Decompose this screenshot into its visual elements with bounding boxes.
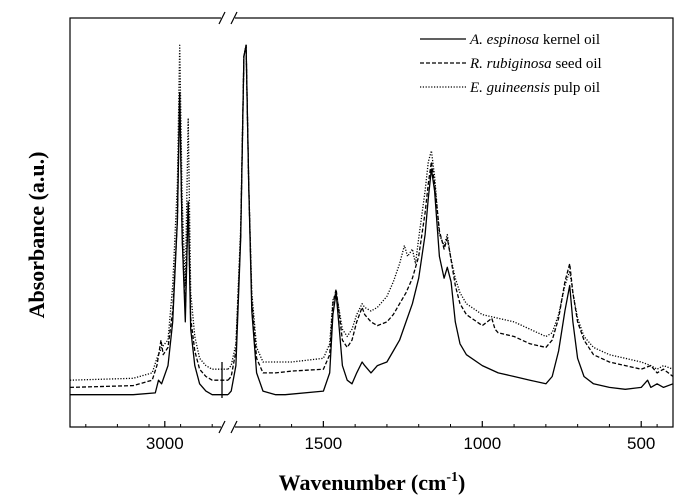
legend: A. espinosa kernel oil R. rubiginosa seed… [420,32,602,96]
plot-frame [69,17,674,428]
plot-border [69,17,674,428]
legend-oil-2: seed oil [552,56,602,72]
legend-oil-3: pulp oil [550,80,600,96]
break-slash-a-1 [218,420,226,434]
legend-species-3: E. guineensis [469,80,550,96]
series-layer [69,44,674,396]
legend-label-2: R. rubiginosa seed oil [469,56,602,72]
x-tick-label-0: 3000 [146,434,184,453]
series-line-3-left [69,44,228,381]
series-line-1-left [70,91,228,396]
x-tick-label-3: 500 [627,434,655,453]
series-line-2-left [69,91,228,389]
legend-oil-1: kernel oil [539,32,600,48]
legend-label-1: A. espinosa kernel oil [469,32,600,48]
break-gap-1 [221,420,235,434]
x-ticks: 3000 1500 1000 500 [85,421,658,453]
series-line-2-right [227,44,674,381]
legend-label-3: E. guineensis pulp oil [469,80,600,96]
x-axis-title-superscript: -1 [446,470,458,485]
break-gap-0 [221,11,235,25]
break-slash-b-1 [230,420,238,434]
series-line-1-right [227,44,674,396]
x-tick-label-1: 1500 [304,434,342,453]
x-tick-label-2: 1000 [463,434,501,453]
break-slash-a-0 [218,11,226,25]
legend-species-1: A. espinosa [469,32,539,48]
legend-species-2: R. rubiginosa [469,56,552,72]
break-slash-b-0 [230,11,238,25]
series-line-3-right [227,44,674,370]
x-axis-title: Wavenumber (cm-1) [279,470,466,495]
axis-break-marks [218,11,238,434]
y-axis-title: Absorbance (a.u.) [24,152,49,319]
